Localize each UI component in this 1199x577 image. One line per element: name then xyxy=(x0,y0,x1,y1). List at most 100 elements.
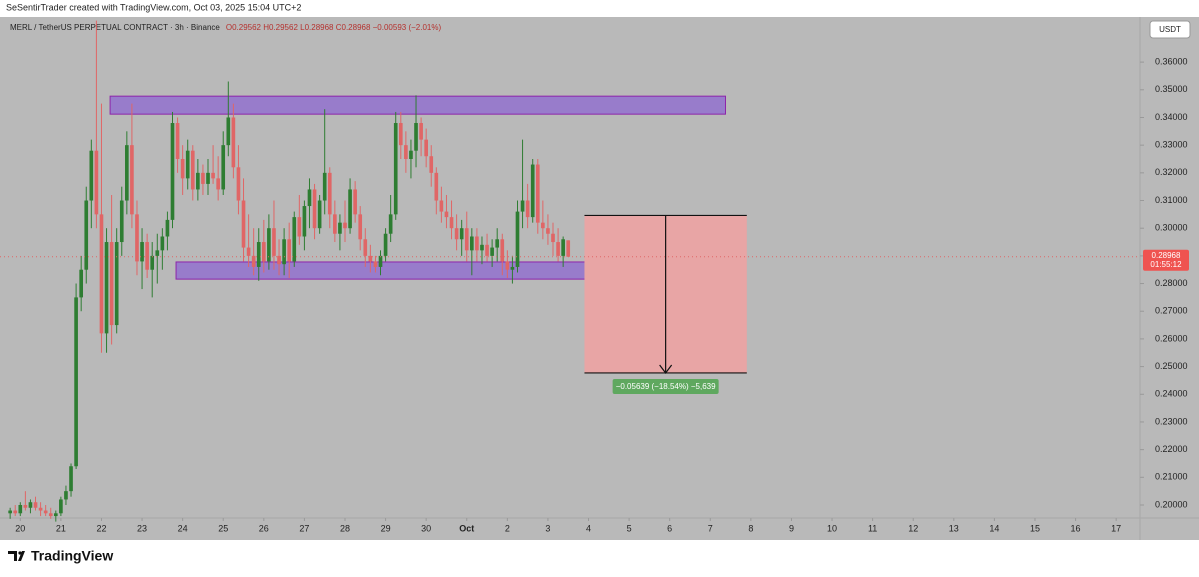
x-tick-label: 9 xyxy=(789,523,794,533)
candle-body xyxy=(8,510,12,514)
candle-body xyxy=(358,214,363,240)
x-tick-label: 26 xyxy=(259,523,269,533)
x-tick-label: 16 xyxy=(1071,523,1081,533)
x-tick-label: 6 xyxy=(667,523,672,533)
candle-body xyxy=(125,145,129,201)
candle-body xyxy=(165,219,170,237)
y-tick-label: 0.28000 xyxy=(1155,278,1188,288)
y-tick-label: 0.25000 xyxy=(1155,361,1188,371)
y-tick-label: 0.22000 xyxy=(1155,444,1188,454)
candle-body xyxy=(53,513,58,517)
candle-body xyxy=(566,240,571,257)
candle-body xyxy=(546,228,550,234)
candle-body xyxy=(459,228,464,240)
candle-body xyxy=(13,510,18,514)
candle-body xyxy=(541,222,545,229)
candle-body xyxy=(535,164,540,223)
candle-body xyxy=(485,244,489,256)
candle-body xyxy=(130,145,134,215)
y-tick-label: 0.26000 xyxy=(1155,333,1188,343)
candle-body xyxy=(348,189,352,229)
candle-body xyxy=(434,172,439,201)
y-tick-label: 0.33000 xyxy=(1155,140,1188,150)
candle-body xyxy=(439,200,444,212)
candle-body xyxy=(114,242,119,326)
x-tick-label: 24 xyxy=(178,523,188,533)
candle-body xyxy=(414,123,418,151)
candle-body xyxy=(140,242,144,262)
candle-body xyxy=(23,504,28,508)
candle-body xyxy=(551,233,555,243)
candle-body xyxy=(520,200,525,212)
candle-body xyxy=(160,236,165,251)
candle-body xyxy=(79,269,84,298)
candle-body xyxy=(196,172,200,190)
ohlc-legend: O0.29562 H0.29562 L0.28968 C0.28968 −0.0… xyxy=(226,23,442,32)
candle-body xyxy=(48,513,53,517)
candle-body xyxy=(277,255,281,265)
candle-body xyxy=(256,242,261,267)
candle-body xyxy=(180,158,185,179)
x-tick-label: 10 xyxy=(827,523,837,533)
logo-dot xyxy=(18,551,22,555)
candle-body xyxy=(480,244,484,251)
candle-body xyxy=(236,167,241,201)
support-resistance-zone xyxy=(109,95,727,115)
candle-body xyxy=(327,172,332,215)
candle-body xyxy=(312,189,317,229)
candle-body xyxy=(556,242,560,256)
logo-icon xyxy=(8,551,25,561)
candle-body xyxy=(561,239,565,256)
candle-body xyxy=(251,255,256,267)
candle-body xyxy=(246,247,251,256)
x-tick-label: 11 xyxy=(868,523,877,533)
candle-body xyxy=(343,222,347,229)
candle-body xyxy=(64,491,68,500)
y-tick-label: 0.34000 xyxy=(1155,112,1188,122)
x-tick-label: 30 xyxy=(421,523,431,533)
candle-body xyxy=(322,172,327,201)
candle-body xyxy=(388,214,393,234)
currency-label[interactable]: USDT xyxy=(1159,25,1181,34)
candle-body xyxy=(464,228,469,251)
x-tick-label: 12 xyxy=(908,523,918,533)
x-tick-label: 25 xyxy=(218,523,228,533)
x-tick-label: 29 xyxy=(381,523,391,533)
x-tick-label: 7 xyxy=(708,523,713,533)
candle-body xyxy=(43,510,48,514)
candle-body xyxy=(333,214,337,234)
candle-body xyxy=(84,200,89,270)
candle-body xyxy=(99,214,104,334)
candle-body xyxy=(175,123,180,159)
candle-body xyxy=(38,507,43,511)
candle-body xyxy=(505,261,510,270)
candle-body xyxy=(150,255,155,270)
candle-body xyxy=(510,266,515,270)
candle-body xyxy=(89,150,94,201)
x-tick-label: 5 xyxy=(627,523,632,533)
y-tick-label: 0.27000 xyxy=(1155,306,1188,316)
candle-body xyxy=(69,466,73,492)
candle-body xyxy=(272,228,276,256)
candle-body xyxy=(18,504,23,514)
bar-countdown: 01:55:12 xyxy=(1150,260,1182,269)
candle-body xyxy=(297,217,302,237)
candle-body xyxy=(292,217,297,262)
candle-body xyxy=(409,150,413,159)
x-tick-label: 27 xyxy=(299,523,309,533)
x-tick-label: 3 xyxy=(545,523,550,533)
y-tick-label: 0.21000 xyxy=(1155,472,1188,482)
x-tick-label: 28 xyxy=(340,523,350,533)
candle-body xyxy=(185,150,190,179)
currency-button[interactable] xyxy=(1149,20,1191,39)
candle-body xyxy=(104,242,109,334)
candle-body xyxy=(261,242,266,262)
candle-body xyxy=(267,228,271,262)
candle-body xyxy=(470,236,474,251)
y-tick-label: 0.20000 xyxy=(1155,499,1188,509)
candle-body xyxy=(368,255,373,262)
candle-body xyxy=(363,239,368,256)
candle-body xyxy=(475,236,479,251)
x-tick-label: Oct xyxy=(459,523,474,533)
